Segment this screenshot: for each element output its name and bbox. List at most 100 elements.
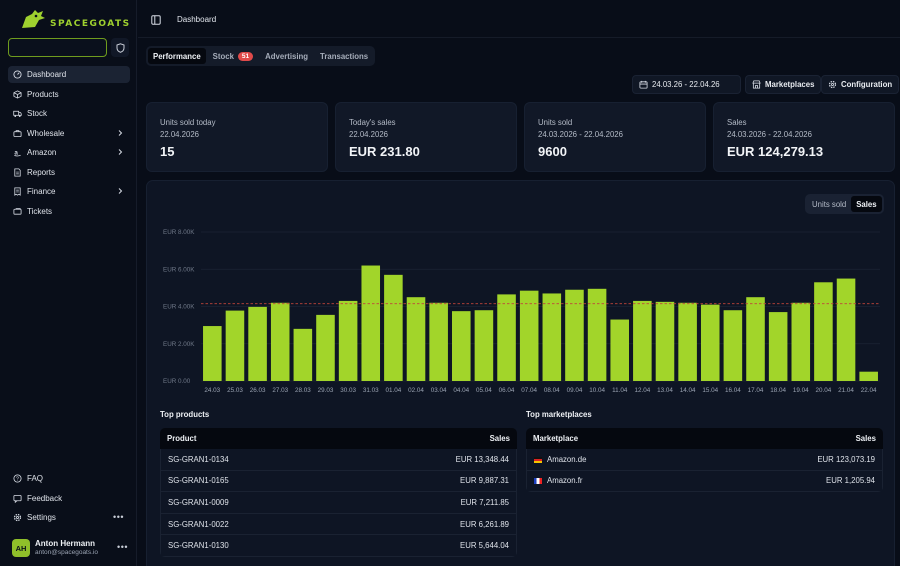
sidebar-item-dashboard[interactable]: Dashboard: [8, 66, 130, 83]
column-header-sales[interactable]: Sales: [855, 434, 876, 443]
sales-panel: Units sold Sales EUR 8.00K EUR 6.00K EUR 4…: [146, 180, 895, 566]
x-tick-label: 26.03: [250, 387, 266, 394]
sidebar-item-tickets[interactable]: Tickets: [8, 203, 130, 220]
top-marketplaces-table: Marketplace Sales Amazon.de EUR 123,073.…: [526, 428, 883, 493]
table-row[interactable]: SG-GRAN1-0130 EUR 5,644.04: [160, 535, 517, 557]
sidebar-item-label: Stock: [27, 109, 48, 118]
marketplace-sales: EUR 1,205.94: [826, 476, 875, 486]
table-row[interactable]: SG-GRAN1-0009 EUR 7,211.85: [160, 492, 517, 514]
germany-flag-icon: [534, 456, 542, 463]
column-header-product[interactable]: Product: [167, 434, 197, 443]
x-tick-label: 28.03: [295, 387, 311, 394]
tab-stock[interactable]: Stock 51: [208, 48, 258, 64]
sidebar-item-stock[interactable]: Stock: [8, 105, 130, 122]
sidebar-item-wholesale[interactable]: Wholesale: [8, 125, 130, 142]
marketplaces-label: Marketplaces: [765, 80, 815, 89]
table-row[interactable]: SG-GRAN1-0134 EUR 13,348.44: [160, 449, 517, 471]
x-tick-label: 15.04: [702, 387, 718, 394]
kpi-todays-sales: Today's sales 22.04.2026 EUR 231.80: [335, 102, 517, 172]
chevron-right-icon: [118, 149, 123, 155]
sidebar-item-label: Finance: [27, 187, 56, 196]
sidebar-nav: Dashboard Products Stock Wholesale a Ama…: [8, 66, 130, 222]
x-tick-label: 13.04: [657, 387, 673, 394]
x-tick-label: 04.04: [453, 387, 469, 394]
tab-label: Advertising: [265, 51, 309, 61]
sidebar-item-finance[interactable]: Finance: [8, 183, 130, 200]
bar: [700, 304, 720, 381]
user-profile[interactable]: AH Anton Hermann anton@spacegoats.io •••: [12, 538, 130, 560]
feedback-icon: [13, 494, 22, 503]
sidebar-item-label: Dashboard: [27, 70, 67, 79]
gear-icon: [828, 80, 837, 89]
sidebar-item-label: Products: [27, 89, 59, 99]
bar: [814, 282, 833, 381]
bar: [338, 300, 358, 381]
units-sold-option[interactable]: Units sold: [812, 199, 847, 209]
bar: [542, 293, 562, 381]
configuration-button[interactable]: Configuration: [821, 75, 900, 94]
product-sales: EUR 13,348.44: [455, 454, 509, 464]
bar: [519, 290, 539, 381]
sidebar-item-label: FAQ: [27, 474, 44, 483]
sidebar-item-amazon[interactable]: a Amazon: [8, 144, 130, 161]
sidebar-bottom-nav: ? FAQ Feedback Settings •••: [8, 470, 130, 529]
bar: [361, 265, 381, 381]
x-tick-label: 29.03: [318, 387, 334, 394]
shield-button[interactable]: [111, 38, 129, 57]
tab-bar: Performance Stock 51 Advertising Transact…: [146, 46, 376, 66]
sidebar-toggle-icon[interactable]: [151, 15, 161, 25]
sidebar-item-label: Reports: [27, 167, 56, 177]
bar: [316, 314, 335, 381]
sales-bar-chart: EUR 8.00K EUR 6.00K EUR 4.00K EUR 2.00K EUR …: [163, 229, 880, 394]
bar: [270, 302, 290, 381]
tab-transactions[interactable]: Transactions: [315, 48, 373, 64]
product-sales: EUR 5,644.04: [460, 541, 509, 551]
kpi-units-sold-today: Units sold today 22.04.2026 15: [146, 102, 328, 172]
table-row[interactable]: SG-GRAN1-0022 EUR 6,261.89: [160, 513, 517, 536]
bar: [293, 328, 313, 381]
logo[interactable]: SPACEGOATS: [20, 8, 131, 30]
column-header-sales[interactable]: Sales: [489, 434, 510, 443]
x-tick-label: 10.04: [589, 387, 605, 394]
product-sku: SG-GRAN1-0009: [168, 497, 229, 507]
x-tick-label: 14.04: [680, 387, 696, 394]
table-row[interactable]: Amazon.de EUR 123,073.19: [526, 449, 883, 471]
x-tick-label: 24.03: [204, 387, 220, 394]
bar: [225, 310, 245, 381]
table-row[interactable]: SG-GRAN1-0165 EUR 9,887.31: [160, 470, 517, 493]
configuration-label: Configuration: [841, 80, 893, 89]
x-tick-label: 03.04: [431, 387, 447, 394]
table-row[interactable]: Amazon.fr EUR 1,205.94: [526, 470, 883, 493]
metric-toggle: Units sold Sales: [805, 194, 884, 214]
bar: [791, 302, 811, 381]
tickets-icon: [13, 207, 22, 215]
sidebar-item-faq[interactable]: ? FAQ: [8, 470, 130, 487]
settings-more-icon[interactable]: •••: [113, 512, 124, 523]
y-tick-label: EUR 0.00: [163, 378, 191, 385]
product-sales: EUR 9,887.31: [460, 476, 509, 486]
sidebar-item-reports[interactable]: Reports: [8, 164, 130, 181]
column-header-marketplace[interactable]: Marketplace: [533, 434, 579, 443]
x-tick-label: 02.04: [408, 387, 424, 394]
marketplaces-button[interactable]: Marketplaces: [745, 75, 822, 94]
date-range-button[interactable]: 24.03.26 - 22.04.26: [632, 75, 741, 94]
sidebar-item-label: Settings: [27, 513, 56, 523]
user-more-icon[interactable]: •••: [117, 542, 128, 552]
store-icon: [752, 80, 761, 89]
chevron-right-icon: [118, 129, 123, 136]
sidebar-item-settings[interactable]: Settings •••: [8, 509, 130, 526]
table-header: Product Sales: [160, 428, 517, 449]
sales-option[interactable]: Sales: [851, 196, 882, 212]
kpi-value: 15: [160, 144, 175, 159]
sidebar-item-products[interactable]: Products: [8, 86, 130, 103]
bar: [655, 301, 675, 381]
tab-advertising[interactable]: Advertising: [260, 48, 313, 64]
x-tick-label: 01.04: [386, 387, 402, 394]
marketplace-sales: EUR 123,073.19: [817, 454, 875, 464]
search-input[interactable]: [8, 38, 107, 57]
kpi-sales: Sales 24.03.2026 - 22.04.2026 EUR 124,27…: [713, 102, 895, 172]
tab-performance[interactable]: Performance: [148, 48, 206, 64]
sidebar-item-feedback[interactable]: Feedback: [8, 490, 130, 507]
top-bar: Dashboard: [138, 0, 900, 38]
x-tick-label: 18.04: [770, 387, 786, 394]
